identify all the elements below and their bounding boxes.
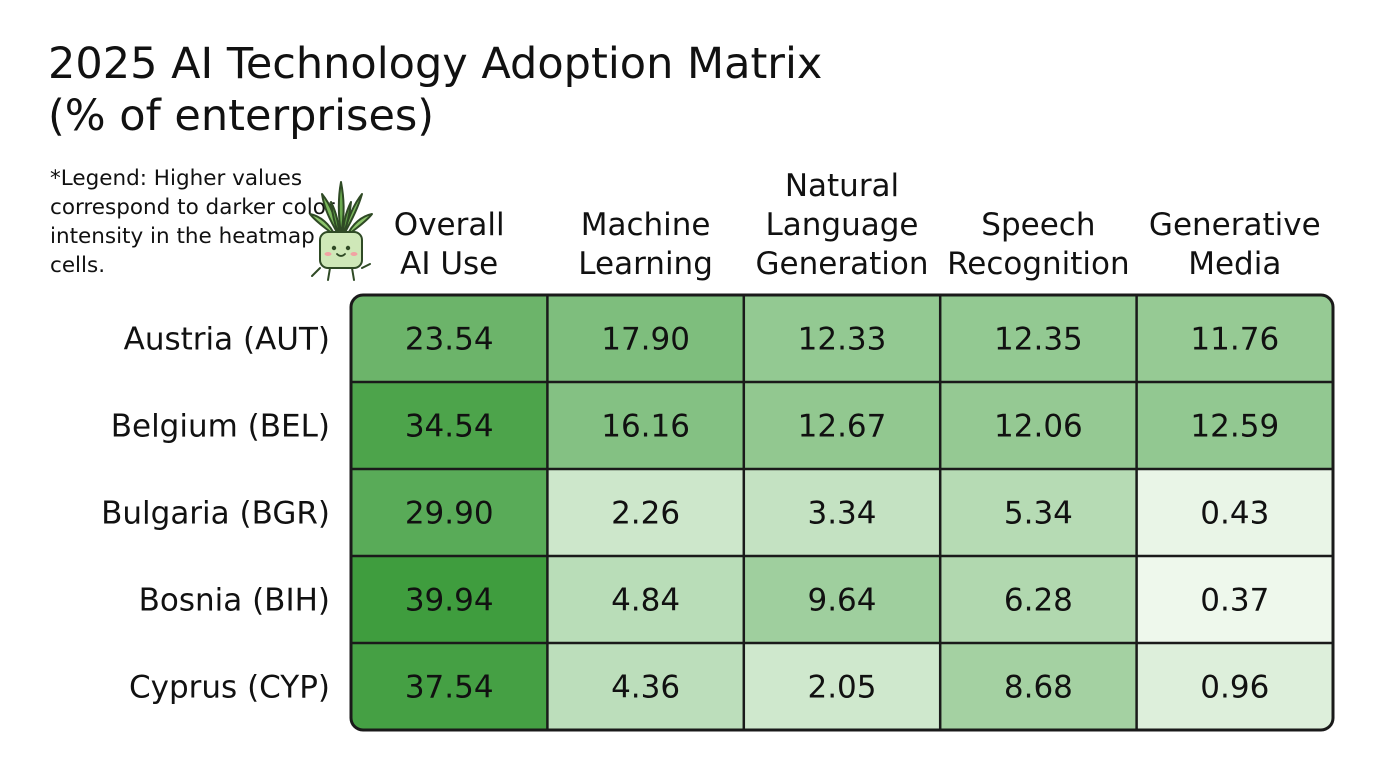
heatmap-cell bbox=[1136, 469, 1333, 556]
heatmap-cell bbox=[351, 295, 548, 382]
row-label: Cyprus (CYP) bbox=[129, 670, 330, 706]
heatmap-cell bbox=[940, 469, 1137, 556]
chart-title: 2025 AI Technology Adoption Matrix (% of… bbox=[48, 38, 822, 142]
column-label: Language bbox=[766, 207, 919, 243]
column-label: Overall bbox=[394, 207, 505, 243]
cell-value-label: 34.54 bbox=[405, 409, 494, 445]
column-label: Generation bbox=[756, 246, 929, 282]
heatmap-cell bbox=[547, 643, 744, 730]
heatmap-cell bbox=[1136, 382, 1333, 469]
row-label: Austria (AUT) bbox=[124, 322, 330, 358]
column-label: Natural bbox=[785, 168, 899, 204]
column-label: AI Use bbox=[400, 246, 498, 282]
cell-value-label: 16.16 bbox=[601, 409, 690, 445]
cell-value-label: 12.59 bbox=[1190, 409, 1279, 445]
cell-value-label: 4.84 bbox=[611, 583, 680, 619]
legend-note: *Legend: Higher values correspond to dar… bbox=[50, 166, 335, 278]
column-label: Media bbox=[1188, 246, 1281, 282]
heatmap-grid bbox=[349, 293, 1335, 732]
cell-value-label: 12.35 bbox=[994, 322, 1083, 358]
chart-title-line-1: 2025 AI Technology Adoption Matrix bbox=[48, 39, 823, 89]
heatmap-border bbox=[349, 293, 1335, 732]
cell-value-label: 5.34 bbox=[1004, 496, 1073, 532]
heatmap-cell bbox=[1136, 643, 1333, 730]
cell-value-label: 0.37 bbox=[1200, 583, 1269, 619]
cell-value-label: 12.06 bbox=[994, 409, 1083, 445]
heatmap-cell bbox=[743, 556, 941, 643]
row-label: Bosnia (BIH) bbox=[139, 583, 330, 619]
cell-value-label: 12.67 bbox=[798, 409, 887, 445]
heatmap-cell bbox=[743, 295, 941, 382]
cell-value-label: 39.94 bbox=[405, 583, 494, 619]
cell-value-label: 0.96 bbox=[1200, 670, 1269, 706]
row-label: Bulgaria (BGR) bbox=[101, 496, 330, 532]
cell-value-label: 6.28 bbox=[1004, 583, 1073, 619]
heatmap-cell bbox=[351, 556, 548, 643]
heatmap-cell bbox=[351, 643, 548, 730]
column-label: Machine bbox=[581, 207, 711, 243]
row-label: Belgium (BEL) bbox=[111, 409, 330, 445]
cell-value-label: 2.05 bbox=[807, 670, 876, 706]
cell-value-label: 3.34 bbox=[807, 496, 876, 532]
heatmap-cell bbox=[1136, 556, 1333, 643]
cell-value-label: 23.54 bbox=[405, 322, 494, 358]
row-headers: Austria (AUT) Belgium (BEL) Bulgaria (BGR)… bbox=[101, 322, 330, 706]
plant-mascot-icon bbox=[309, 181, 373, 281]
heatmap-cells: 23.54 17.90 12.33 12.35 11.76 34.54 16.16 12.67… bbox=[351, 295, 1333, 730]
heatmap-cell bbox=[940, 295, 1137, 382]
heatmap-cell bbox=[547, 295, 744, 382]
heatmap-cell bbox=[547, 382, 744, 469]
heatmap-cell bbox=[743, 643, 941, 730]
heatmap-cell bbox=[1136, 295, 1333, 382]
cell-value-label: 4.36 bbox=[611, 670, 680, 706]
heatmap-cell bbox=[940, 556, 1137, 643]
cell-value-label: 17.90 bbox=[601, 322, 690, 358]
column-label: Learning bbox=[578, 246, 713, 282]
heatmap-cell bbox=[940, 643, 1137, 730]
cell-value-label: 9.64 bbox=[807, 583, 876, 619]
heatmap-cell bbox=[743, 469, 941, 556]
heatmap-cell bbox=[743, 382, 941, 469]
heatmap-cell bbox=[547, 556, 744, 643]
cell-value-label: 2.26 bbox=[611, 496, 680, 532]
column-label: Generative bbox=[1149, 207, 1321, 243]
cell-value-label: 12.33 bbox=[798, 322, 887, 358]
cell-value-label: 8.68 bbox=[1004, 670, 1073, 706]
cell-value-label: 0.43 bbox=[1200, 496, 1269, 532]
heatmap-cell bbox=[351, 382, 548, 469]
heatmap-cell bbox=[940, 382, 1137, 469]
column-label: Recognition bbox=[947, 246, 1130, 282]
heatmap-cell bbox=[547, 469, 744, 556]
heatmap-cell bbox=[351, 469, 548, 556]
cell-value-label: 11.76 bbox=[1190, 322, 1279, 358]
cell-value-label: 37.54 bbox=[405, 670, 494, 706]
chart-title-line-2: (% of enterprises) bbox=[48, 91, 435, 141]
column-label: Speech bbox=[981, 207, 1095, 243]
cell-value-label: 29.90 bbox=[405, 496, 494, 532]
